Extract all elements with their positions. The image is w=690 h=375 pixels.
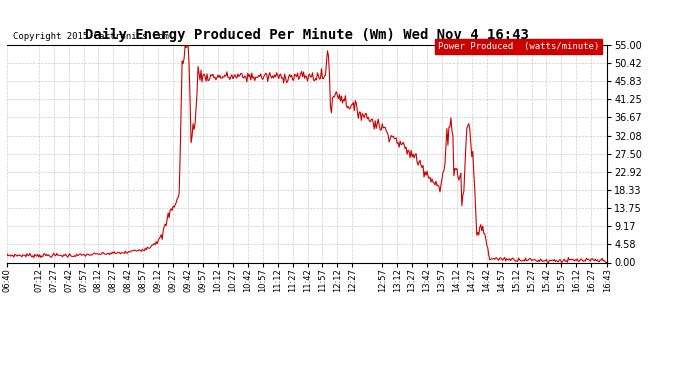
- Text: Copyright 2015 Cartronics.com: Copyright 2015 Cartronics.com: [13, 32, 169, 40]
- Title: Daily Energy Produced Per Minute (Wm) Wed Nov 4 16:43: Daily Energy Produced Per Minute (Wm) We…: [85, 28, 529, 42]
- Text: Power Produced  (watts/minute): Power Produced (watts/minute): [438, 42, 600, 51]
